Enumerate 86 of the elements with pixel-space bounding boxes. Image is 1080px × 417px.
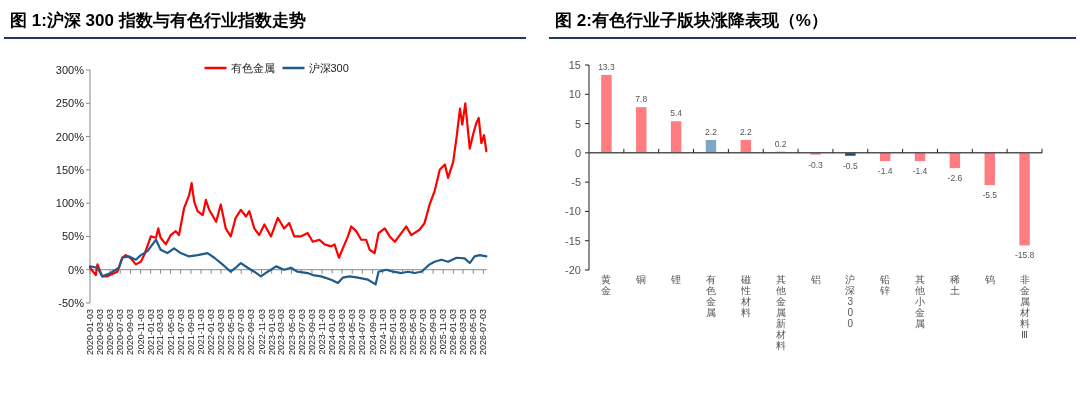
x-tick-label: 2023-05-03: [286, 309, 297, 356]
data-label: -15.8: [1014, 250, 1035, 261]
x-tick-label: 沪深300: [845, 274, 856, 329]
y-tick-label: 250%: [55, 97, 85, 110]
x-tick-label: 2024-09-03: [367, 309, 378, 356]
x-tick-label: 铝: [809, 274, 821, 285]
x-tick-label: 2023-11-03: [317, 309, 328, 355]
y-tick-label: 15: [568, 59, 581, 71]
y-tick-label: -10: [565, 205, 581, 218]
y-tick-label: -5: [571, 176, 581, 189]
data-label: -0.3: [808, 159, 824, 170]
x-tick-label: 2022-05-03: [226, 309, 237, 356]
chart-title: 图 1:沪深 300 指数与有色行业指数走势: [10, 11, 306, 30]
x-tick-label: 2021-07-03: [175, 309, 186, 356]
x-tick-label: 2020-05-03: [105, 309, 116, 356]
y-tick-label: -15: [565, 234, 581, 247]
x-tick-label: 2024-11-03: [377, 309, 388, 355]
x-tick-label: 2021-01-03: [145, 309, 156, 356]
x-tick-label: 有色金属: [705, 274, 716, 318]
x-tick-label: 磁性材料: [739, 274, 751, 318]
x-tick-label: 2022-11-03: [256, 309, 267, 355]
x-tick-label: 2025-03-03: [397, 309, 408, 356]
x-tick-label: 2021-11-03: [196, 309, 207, 355]
data-label: -2.6: [947, 173, 963, 184]
x-tick-label: 2024-05-03: [347, 309, 358, 356]
x-tick-label: 2025-11-03: [438, 309, 449, 355]
data-label: -0.5: [843, 160, 858, 171]
legend-label: 有色金属: [230, 62, 275, 74]
x-tick-label: 铅锌: [879, 274, 891, 296]
x-tick-label: 2020-11-03: [135, 309, 146, 355]
y-tick-label: -50%: [58, 297, 85, 309]
x-tick-label: 2025-01-03: [387, 309, 398, 356]
data-label: -5.5: [982, 190, 998, 201]
data-label: 5.4: [670, 108, 683, 119]
y-tick-label: 150%: [55, 163, 85, 176]
data-label: 2.2: [705, 126, 718, 137]
x-tick-label: 2026-01-03: [448, 309, 459, 356]
x-tick-label: 2025-05-03: [407, 309, 418, 356]
data-label: 2.2: [739, 126, 752, 137]
x-tick-label: 铜: [635, 274, 647, 285]
x-tick-label: 2022-03-03: [215, 309, 226, 356]
data-label: -1.4: [877, 166, 893, 177]
data-label: -1.4: [912, 166, 928, 177]
y-tick-label: 200%: [55, 130, 85, 143]
x-tick-label: 2022-09-03: [246, 309, 257, 356]
x-tick-label: 2021-09-03: [185, 309, 196, 356]
x-tick-label: 2023-09-03: [306, 309, 317, 356]
y-tick-label: 10: [568, 88, 581, 101]
x-tick-label: 稀土: [949, 274, 960, 296]
y-tick-label: 100%: [55, 197, 85, 210]
x-tick-label: 2021-05-03: [165, 309, 176, 356]
x-tick-label: 2020-03-03: [94, 309, 105, 356]
y-tick-label: 0%: [68, 263, 85, 276]
x-tick-label: 2020-07-03: [115, 309, 126, 356]
x-tick-label: 2026-05-03: [468, 309, 479, 356]
legend-label: 沪深300: [308, 62, 349, 74]
x-tick-label: 2022-07-03: [236, 309, 247, 356]
x-tick-label: 2024-01-03: [327, 309, 338, 356]
x-tick-label: 2025-09-03: [428, 309, 439, 356]
x-tick-label: 2023-01-03: [266, 309, 277, 356]
x-tick-label: 其他小金属: [915, 274, 926, 329]
x-tick-label: 2026-07-03: [478, 309, 489, 356]
x-tick-label: 2021-03-03: [155, 309, 166, 356]
x-tick-label: 2024-07-03: [357, 309, 368, 356]
x-tick-label: 2020-09-03: [125, 309, 136, 356]
x-tick-label: 2025-07-03: [417, 309, 428, 356]
x-tick-label: 2023-03-03: [276, 309, 287, 356]
x-tick-label: 其他金属新材料: [774, 274, 786, 351]
data-label: 7.8: [635, 94, 648, 105]
x-tick-label: 锂: [670, 274, 682, 285]
y-tick-label: 300%: [55, 64, 85, 76]
x-tick-label: 黄金: [601, 274, 612, 296]
y-tick-label: -20: [565, 264, 581, 276]
x-tick-label: 2024-03-03: [337, 309, 348, 356]
x-tick-label: 非金属材料Ⅲ: [1018, 274, 1030, 340]
y-tick-label: 50%: [61, 230, 85, 243]
x-tick-label: 钨: [983, 274, 995, 285]
x-tick-label: 2023-07-03: [296, 309, 307, 356]
data-label: 0.2: [774, 138, 787, 149]
x-tick-label: 2022-01-03: [206, 309, 217, 356]
y-tick-label: 5: [574, 117, 581, 130]
y-tick-label: 0: [574, 146, 581, 159]
chart-title: 图 2:有色行业子版块涨降表现（%）: [555, 11, 828, 30]
x-tick-label: 2026-03-03: [458, 309, 469, 356]
x-tick-label: 2020-01-03: [85, 309, 95, 356]
data-label: 13.3: [598, 61, 615, 72]
